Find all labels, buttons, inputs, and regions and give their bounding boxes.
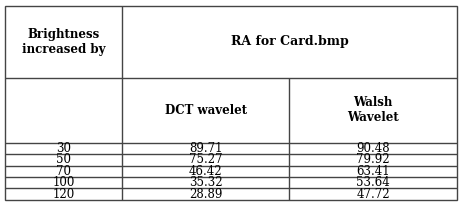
Text: Brightness
increased by: Brightness increased by <box>22 28 105 56</box>
Text: 28.89: 28.89 <box>189 188 222 201</box>
Text: 90.48: 90.48 <box>356 142 390 155</box>
Text: 53.64: 53.64 <box>356 176 390 189</box>
Text: 89.71: 89.71 <box>189 142 222 155</box>
Text: 35.32: 35.32 <box>189 176 222 189</box>
Text: 120: 120 <box>52 188 75 201</box>
Text: RA for Card.bmp: RA for Card.bmp <box>231 35 349 48</box>
Text: DCT wavelet: DCT wavelet <box>164 104 247 117</box>
Text: 63.41: 63.41 <box>356 165 390 178</box>
Text: 50: 50 <box>56 153 71 166</box>
Text: 100: 100 <box>52 176 75 189</box>
Text: 30: 30 <box>56 142 71 155</box>
Text: 47.72: 47.72 <box>356 188 390 201</box>
Text: 79.92: 79.92 <box>356 153 390 166</box>
Text: 70: 70 <box>56 165 71 178</box>
Text: Walsh
Wavelet: Walsh Wavelet <box>347 96 399 124</box>
Text: 75.27: 75.27 <box>189 153 222 166</box>
Text: 46.42: 46.42 <box>189 165 222 178</box>
